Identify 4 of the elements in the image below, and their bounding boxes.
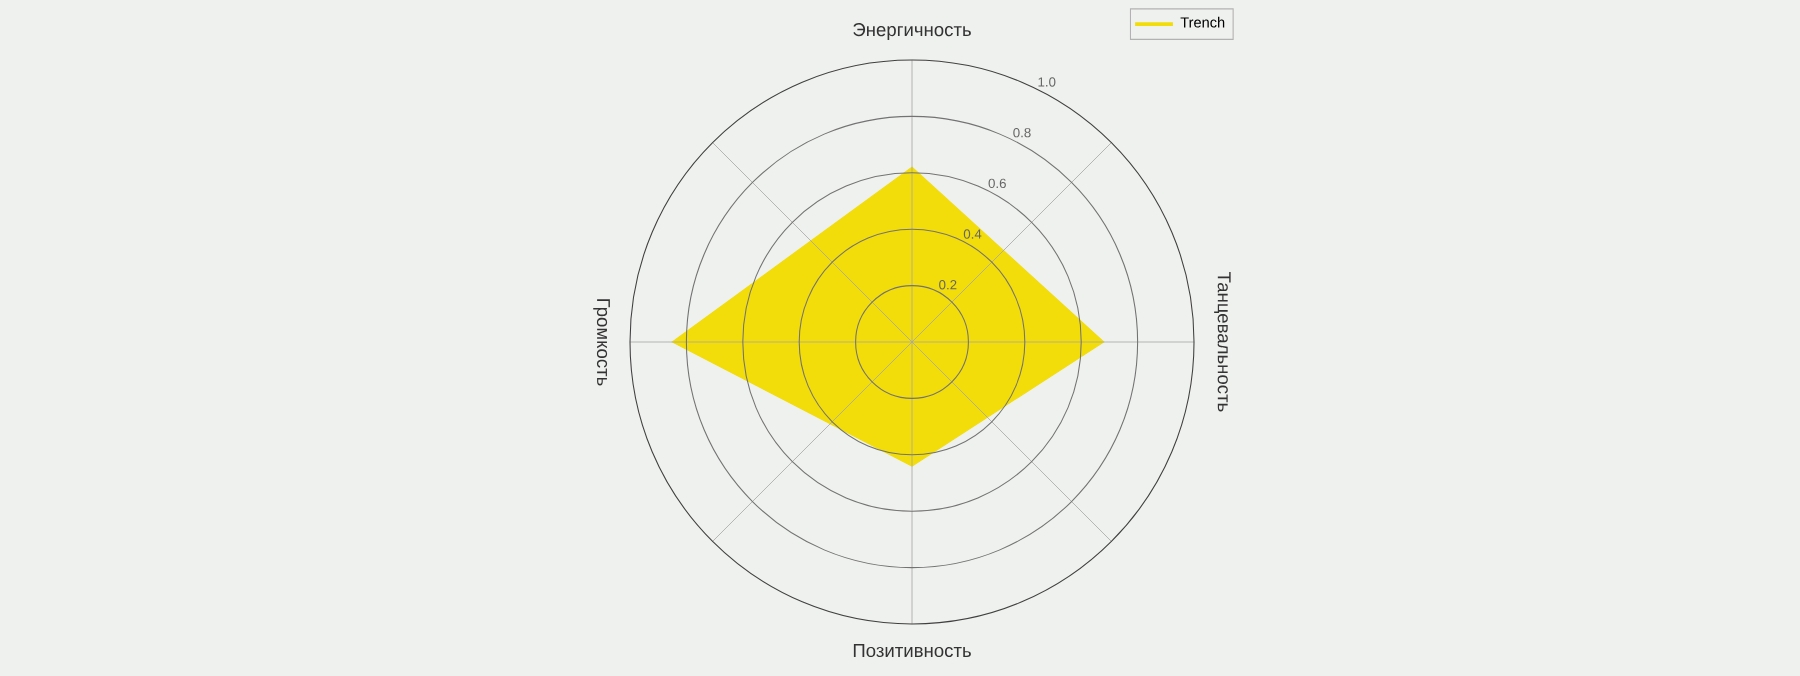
spoke-label: Танцевальность	[1214, 272, 1231, 412]
spoke-label: Громкость	[593, 299, 610, 386]
spoke-label: Энергичность	[853, 23, 971, 40]
spoke-label: Позитивность	[853, 644, 971, 658]
